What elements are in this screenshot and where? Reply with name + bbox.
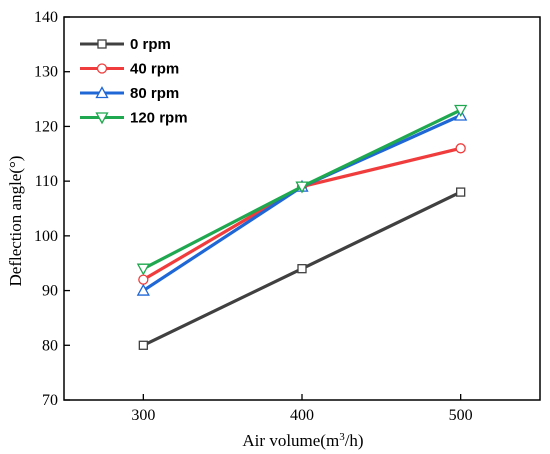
data-point xyxy=(136,263,150,276)
y-axis-ticks: 70 80 90 100 110 120 130 140 xyxy=(34,9,70,409)
x-axis-title: Air volume(m3/h) xyxy=(242,431,363,450)
series-3 xyxy=(136,104,468,276)
series-layer xyxy=(136,104,468,350)
x-tick-label: 400 xyxy=(290,407,314,424)
x-axis-title-superscript: 3 xyxy=(339,431,345,443)
y-tick-label: 140 xyxy=(34,9,58,26)
y-tick-label: 110 xyxy=(35,173,58,190)
legend-marker xyxy=(95,86,109,99)
y-tick-label: 70 xyxy=(42,392,58,409)
y-axis-title: Deflection angle(°) xyxy=(6,156,25,287)
data-point xyxy=(297,264,307,274)
legend-label: 0 rpm xyxy=(130,36,171,53)
legend-marker xyxy=(97,39,107,49)
data-point xyxy=(454,104,468,117)
legend-label: 120 rpm xyxy=(130,110,188,127)
y-tick-label: 120 xyxy=(34,118,58,135)
series-0 xyxy=(138,187,466,350)
x-axis-title-main: Air volume(m xyxy=(242,431,339,450)
data-point xyxy=(138,340,148,350)
legend: 0 rpm 40 rpm 80 rpm 120 rpm xyxy=(80,36,188,127)
y-tick-label: 80 xyxy=(42,337,58,354)
legend-marker xyxy=(96,63,108,74)
legend-item: 40 rpm xyxy=(80,61,179,78)
data-point xyxy=(456,187,466,197)
legend-item: 120 rpm xyxy=(80,110,188,127)
legend-item: 80 rpm xyxy=(80,85,179,102)
legend-marker xyxy=(95,112,109,125)
data-point xyxy=(138,274,149,285)
x-tick-label: 500 xyxy=(449,407,473,424)
plot-frame xyxy=(63,16,541,401)
y-tick-label: 100 xyxy=(34,228,58,245)
y-tick-label: 90 xyxy=(42,283,58,300)
y-tick-label: 130 xyxy=(34,64,58,81)
data-point xyxy=(295,181,309,194)
x-axis-title-tail: /h) xyxy=(345,431,364,450)
data-point xyxy=(455,143,466,154)
legend-label: 80 rpm xyxy=(130,85,179,102)
data-point xyxy=(136,283,150,296)
x-tick-label: 300 xyxy=(131,407,155,424)
legend-label: 40 rpm xyxy=(130,61,179,78)
x-axis-ticks: 300 400 500 xyxy=(131,394,473,424)
legend-item: 0 rpm xyxy=(80,36,171,53)
